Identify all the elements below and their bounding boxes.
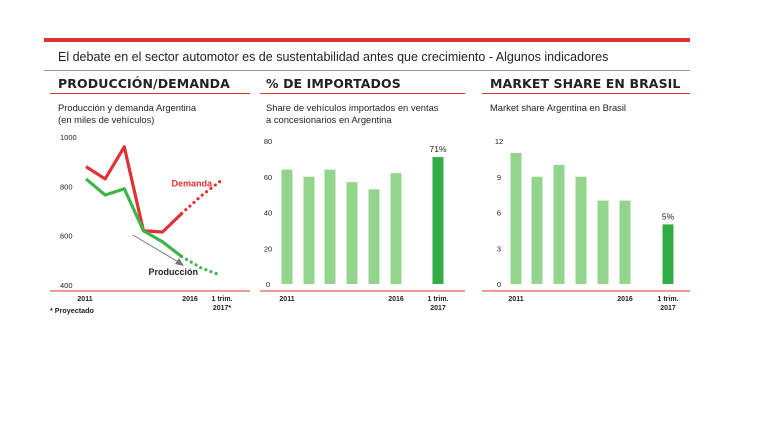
headline-rule (44, 70, 690, 71)
subtitle-line: Producción y demanda Argentina (58, 102, 197, 113)
y-tick-label: 400 (60, 281, 73, 290)
headline: El debate en el sector automotor es de s… (58, 50, 609, 64)
panel-title-market-share: MARKET SHARE EN BRASIL (490, 76, 681, 91)
bar-2011 (281, 169, 293, 284)
bar-1-trim.-2017 (662, 224, 674, 284)
y-tick-label: 0 (266, 280, 270, 289)
y-tick-label: 9 (497, 173, 501, 182)
subtitle-importados: Share de vehículos importados en ventas … (266, 102, 439, 126)
y-tick-label: 0 (497, 280, 501, 289)
subtitle-market-share: Market share Argentina en Brasil (490, 102, 626, 114)
top-accent-bar (44, 38, 690, 42)
bar-2013 (553, 164, 565, 284)
trend-arrow-line (132, 234, 181, 264)
y-tick-label: 600 (60, 232, 73, 241)
bar-2014 (575, 176, 587, 284)
bar-2013 (324, 169, 336, 284)
bar-1-trim.-2017 (432, 157, 444, 284)
x-tick-label: 2011 (77, 296, 92, 303)
subtitle-line: Share de vehículos importados en ventas (266, 102, 439, 113)
x-tick-label: 2011 (508, 296, 523, 303)
subtitle-line: (en miles de vehículos) (58, 114, 155, 125)
series-line-producción (84, 177, 183, 258)
y-tick-label: 800 (60, 182, 73, 191)
subtitle-line: Market share Argentina en Brasil (490, 102, 627, 113)
data-label: 71% (429, 144, 446, 154)
x-tick-label: 1 trim. (427, 296, 448, 303)
panel-title-rule-1 (50, 93, 250, 94)
bar-2011 (510, 152, 522, 284)
panel-title-importados: % DE IMPORTADOS (266, 76, 401, 91)
footnote-proyectado: * Proyectado (50, 306, 94, 315)
trend-arrow-head (175, 258, 184, 266)
y-tick-label: 3 (497, 244, 501, 253)
y-tick-label: 40 (264, 209, 272, 218)
x-tick-label: 2017 (660, 305, 676, 312)
x-tick-label: 2016 (617, 296, 633, 303)
y-tick-label: 12 (495, 137, 503, 146)
series-label-produccion: Producción (148, 267, 198, 277)
x-tick-label: 2016 (388, 296, 404, 303)
panel-title-rule-3 (482, 93, 690, 94)
subtitle-produccion: Producción y demanda Argentina (en miles… (58, 102, 196, 126)
panel-title-rule-2 (260, 93, 465, 94)
x-tick-label: 2011 (279, 296, 294, 303)
y-tick-label: 60 (264, 173, 272, 182)
bar-2012 (531, 176, 543, 284)
x-tick-label: 1 trim. (211, 296, 232, 303)
x-tick-label: 2016 (182, 296, 198, 303)
panel-title-produccion: PRODUCCIÓN/DEMANDA (58, 76, 230, 91)
x-tick-label: 1 trim. (657, 296, 678, 303)
y-tick-label: 1000 (60, 133, 77, 142)
x-tick-label: 2017* (213, 305, 232, 312)
bar-2015 (597, 200, 609, 284)
y-tick-label: 6 (497, 209, 501, 218)
bar-2016 (619, 200, 631, 284)
data-label: 5% (662, 211, 675, 221)
y-tick-label: 20 (264, 244, 272, 253)
x-tick-label: 2017 (430, 305, 446, 312)
series-line-demanda (85, 145, 183, 234)
subtitle-line: a concesionarios en Argentina (266, 114, 392, 125)
series-label-demanda: Demanda (171, 178, 213, 188)
bar-2014 (346, 182, 358, 284)
y-tick-label: 80 (264, 137, 272, 146)
bar-2012 (303, 176, 315, 284)
bar-2016 (390, 173, 402, 284)
bar-2015 (368, 189, 380, 284)
